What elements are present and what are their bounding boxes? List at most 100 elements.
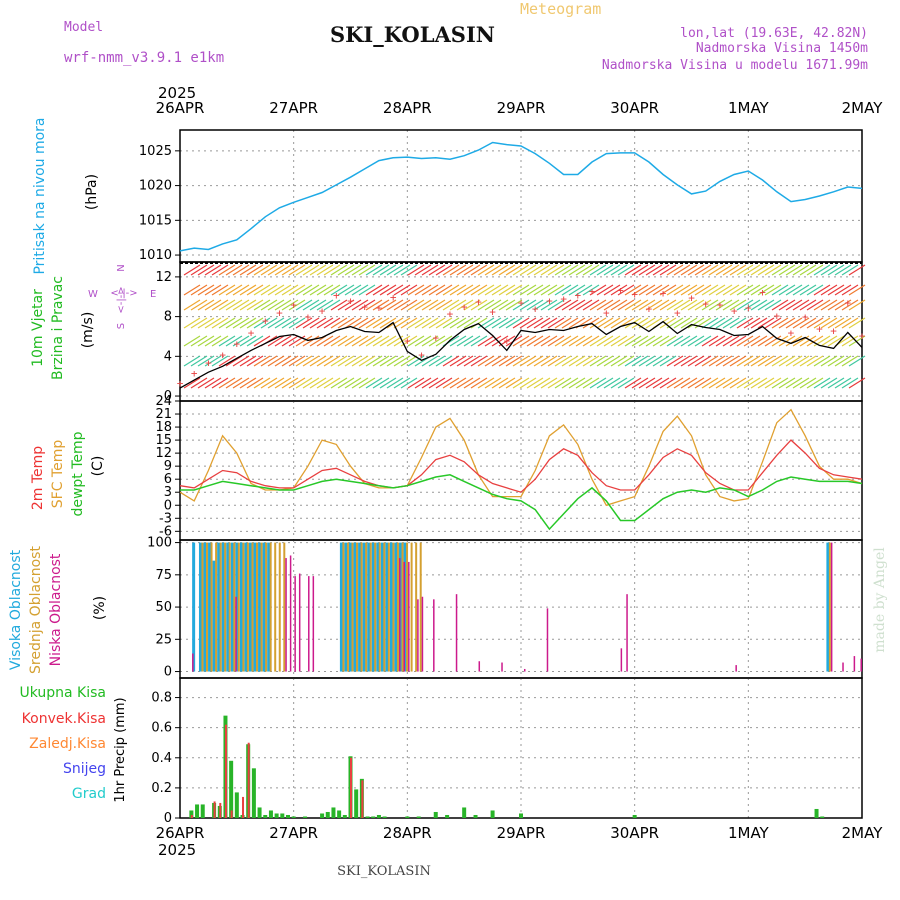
precip-total-bar: [490, 810, 495, 818]
wind-barb: [673, 335, 691, 347]
cloud-mid-bar: [828, 542, 831, 672]
wind-barb: [785, 264, 803, 276]
cloud-low-bar: [478, 661, 481, 672]
wind-barb: [218, 299, 236, 311]
wind-barb: [274, 299, 292, 311]
wind-barb: [267, 317, 285, 329]
precip-legend-item: Snijeg: [63, 761, 106, 777]
wind-barb: [330, 284, 348, 296]
wind-barb: [211, 299, 229, 311]
wind-barb: [260, 284, 278, 296]
y-tick-label: 0: [164, 389, 172, 404]
wind-barb: [806, 335, 824, 347]
wind-barb: [554, 377, 572, 389]
cloud-mid-bar: [201, 542, 204, 672]
wind-gust-marker: +: [646, 303, 653, 316]
wind-barb: [260, 377, 278, 389]
wind-barb: [778, 377, 796, 389]
wind-barb: [561, 317, 579, 329]
wind-barb: [470, 284, 488, 296]
wind-barb: [785, 317, 803, 329]
wind-barb: [652, 284, 670, 296]
wind-barb: [407, 335, 425, 347]
wind-barb: [554, 317, 572, 329]
wind-barb: [757, 355, 775, 367]
wind-barb: [246, 299, 264, 311]
wind-barb: [519, 299, 537, 311]
wind-barb: [715, 355, 733, 367]
wind-barb: [645, 299, 663, 311]
cloud-mid-bar: [410, 542, 413, 672]
wind-gust-marker: +: [234, 337, 241, 350]
wind-barb: [393, 377, 411, 389]
cloud-low-bar: [403, 561, 406, 672]
wind-gust-marker: +: [248, 326, 255, 339]
precip-total-bar: [337, 810, 342, 818]
compass-arrow-h: <-|->: [110, 288, 137, 299]
wind-barb: [372, 299, 390, 311]
wind-barb: [197, 355, 215, 367]
wind-barb: [848, 284, 866, 296]
wind-barb: [813, 335, 831, 347]
wind-barb: [568, 317, 586, 329]
wind-barb: [372, 264, 390, 276]
wind-barb: [673, 264, 691, 276]
wind-barb: [386, 377, 404, 389]
wind-barb: [533, 264, 551, 276]
cloud-low-bar: [192, 653, 194, 672]
wind-gust-marker: +: [546, 295, 553, 308]
cloud-low-bar: [842, 662, 844, 672]
compass-west: W: [88, 289, 98, 300]
wind-barb: [792, 284, 810, 296]
wind-barb: [617, 264, 635, 276]
wind-barb: [253, 284, 271, 296]
wind-barb: [456, 317, 474, 329]
wind-barb: [281, 335, 299, 347]
wind-barb: [771, 264, 789, 276]
wind-barb: [561, 335, 579, 347]
wind-gust-marker: +: [603, 307, 610, 320]
wind-barb: [442, 284, 460, 296]
wind-barb: [743, 317, 761, 329]
precip-total-bar: [814, 808, 819, 818]
wind-barb: [505, 299, 523, 311]
wind-barb: [589, 264, 607, 276]
wind-barb: [295, 335, 313, 347]
wind-barb: [841, 284, 859, 296]
wind-barb: [617, 299, 635, 311]
wind-barb: [645, 335, 663, 347]
wind-barb: [211, 317, 229, 329]
wind-barb: [575, 335, 593, 347]
wind-barb: [659, 284, 677, 296]
cloud-mid-bar: [278, 542, 281, 672]
wind-barb: [729, 377, 747, 389]
x-bottom-label: 1MAY: [728, 824, 770, 842]
wind-barb: [491, 284, 509, 296]
wind-gust-marker: +: [191, 367, 198, 380]
wind-barb: [435, 355, 453, 367]
wind-barb: [750, 355, 768, 367]
wind-barb: [750, 317, 768, 329]
dewpoint-line: [180, 474, 863, 531]
wind-barb: [302, 377, 320, 389]
wind-barb: [456, 377, 474, 389]
wind-barb: [463, 264, 481, 276]
wind-barb: [491, 264, 509, 276]
wind-barb: [183, 377, 201, 389]
wind-barb: [687, 335, 705, 347]
wind-barb: [687, 317, 705, 329]
product-title: Meteogram: [520, 0, 602, 18]
wind-barb: [435, 335, 453, 347]
precip-total-bar: [234, 792, 239, 818]
wind-barb: [316, 264, 334, 276]
cloud-low-ylabel: Niska Oblacnost: [48, 553, 64, 666]
wind-barb: [645, 284, 663, 296]
wind-barb: [351, 264, 369, 276]
wind-barb: [428, 264, 446, 276]
wind-barb: [421, 335, 439, 347]
wind-barb: [407, 264, 425, 276]
wind-barb: [267, 355, 285, 367]
wind-barb: [659, 317, 677, 329]
cloud-low-bar: [455, 594, 458, 672]
y-tick-label: 4: [164, 349, 172, 364]
